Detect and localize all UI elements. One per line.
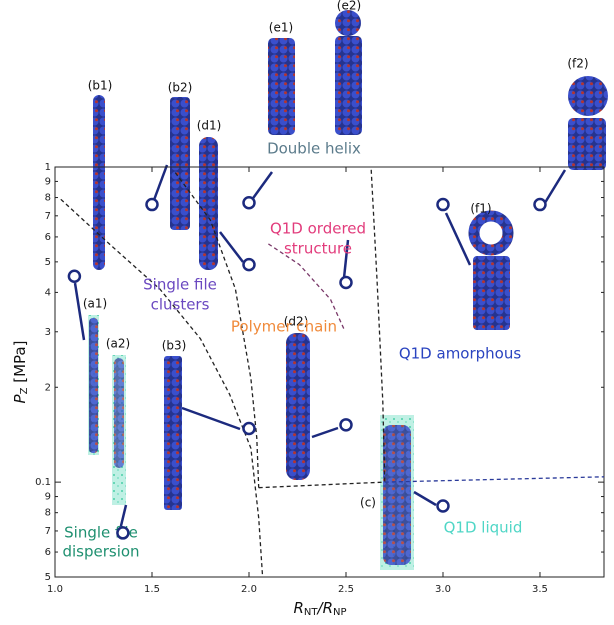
panel-label: (b1) — [88, 79, 113, 93]
y-tick-label: 8 — [45, 508, 51, 519]
state-point — [242, 421, 256, 436]
leader — [249, 171, 274, 202]
region-label: clusters — [151, 296, 210, 314]
region-label: dispersion — [62, 543, 139, 561]
x-tick-label: 3.0 — [435, 584, 451, 595]
state-point — [67, 269, 82, 284]
x-tick-label: 3.5 — [532, 584, 548, 595]
leader — [118, 504, 128, 531]
y-tick-label: 3 — [45, 327, 51, 338]
x-label-part: /R — [316, 599, 333, 617]
snapshots — [88, 10, 608, 570]
phase-boundary — [370, 169, 386, 483]
leader — [541, 169, 567, 207]
snapshot-d2 — [286, 333, 310, 480]
leader — [152, 164, 169, 201]
snapshot-e1 — [268, 38, 295, 135]
snapshot-b1 — [93, 95, 105, 270]
y-tick-label: 6 — [45, 547, 51, 558]
y-tick-label: 5 — [45, 257, 51, 268]
state-point — [242, 196, 256, 210]
state-point — [339, 275, 353, 290]
snapshot-e2 — [335, 36, 362, 135]
region-label: Q1D liquid — [444, 519, 523, 537]
state-point — [533, 197, 547, 212]
panel-label: (f1) — [470, 202, 491, 216]
region-label: Polymer chain — [231, 318, 337, 336]
panel-label: (e1) — [269, 21, 293, 35]
x-label-part: R — [293, 599, 303, 617]
x-tick-label: 1.5 — [144, 584, 160, 595]
leader — [73, 282, 86, 341]
phase-boundary — [268, 243, 345, 330]
state-point — [145, 197, 159, 212]
panel-label: (d1) — [197, 119, 222, 133]
leader-lines — [73, 164, 567, 531]
state-point — [339, 418, 353, 432]
y-label-part: Z — [19, 387, 30, 394]
snapshot-c — [383, 425, 411, 565]
panel-label: (c) — [360, 496, 376, 510]
phase-boundary — [174, 172, 260, 488]
snapshot-e2-top — [335, 10, 361, 36]
y-tick-label: 5 — [45, 572, 51, 583]
state-point — [242, 257, 256, 272]
panel-label: (e2) — [337, 0, 361, 13]
snapshot-a2 — [114, 358, 124, 468]
y-tick-label: 9 — [45, 176, 51, 187]
leader — [311, 426, 339, 439]
phase-boundary — [60, 198, 264, 578]
y-tick-label: 1 — [45, 162, 51, 173]
y-tick-label: 6 — [45, 232, 51, 243]
region-label: Double helix — [267, 140, 361, 158]
snapshot-a1 — [89, 318, 98, 453]
y-label-part: P — [11, 393, 29, 403]
region-label: Q1D amorphous — [399, 345, 522, 363]
x-tick-label: 2.5 — [338, 584, 354, 595]
panel-label: (b2) — [168, 81, 193, 95]
leader — [444, 212, 472, 266]
leader — [342, 239, 350, 279]
snapshot-f2-top — [568, 76, 608, 116]
panel-label: (f2) — [567, 57, 588, 71]
phase-boundary — [384, 476, 605, 483]
state-point — [436, 499, 450, 513]
region-label: Single file — [143, 276, 217, 294]
x-axis-label: RNT/RNP — [293, 599, 346, 619]
snapshot-f1-top — [468, 210, 514, 256]
y-axis-label: PZ [MPa] — [11, 341, 31, 404]
y-tick-label: 9 — [45, 492, 51, 503]
plot-area: 1.0 1.5 2.0 2.5 3.0 3.5 1 9 8 7 6 5 4 3 2 0.1 9 8 7 6 5 — [35, 162, 605, 595]
phase-boundary — [258, 481, 385, 489]
x-tick-label: 2.0 — [241, 584, 257, 595]
y-tick-label: 7 — [45, 526, 51, 537]
leader — [413, 490, 437, 507]
y-tick-label: 4 — [45, 287, 51, 298]
y-tick-label: 0.1 — [35, 477, 51, 488]
region-label: structure — [284, 240, 352, 258]
panel-label: (d2) — [284, 315, 309, 329]
leader — [219, 231, 244, 263]
plot-frame — [54, 166, 605, 578]
panel-label: (b3) — [162, 339, 187, 353]
y-tick-label: 2 — [45, 382, 51, 393]
snapshot-b2 — [170, 97, 190, 230]
x-label-part: NP — [333, 607, 347, 618]
snapshot-f2 — [568, 118, 606, 170]
panel-label: (a1) — [83, 297, 107, 311]
leader — [181, 406, 241, 431]
x-label-part: NT — [304, 607, 318, 618]
snapshot-f1 — [473, 256, 510, 330]
state-point — [116, 526, 130, 540]
state-point — [436, 197, 450, 212]
panel-label: (a2) — [106, 337, 130, 351]
x-tick-label: 1.0 — [47, 584, 63, 595]
y-tick-label: 8 — [45, 193, 51, 204]
snapshot-d1 — [199, 137, 218, 270]
snapshot-b3 — [164, 356, 182, 510]
region-label: Q1D ordered — [270, 220, 366, 238]
y-label-part: [MPa] — [11, 341, 29, 388]
y-tick-label: 7 — [45, 211, 51, 222]
